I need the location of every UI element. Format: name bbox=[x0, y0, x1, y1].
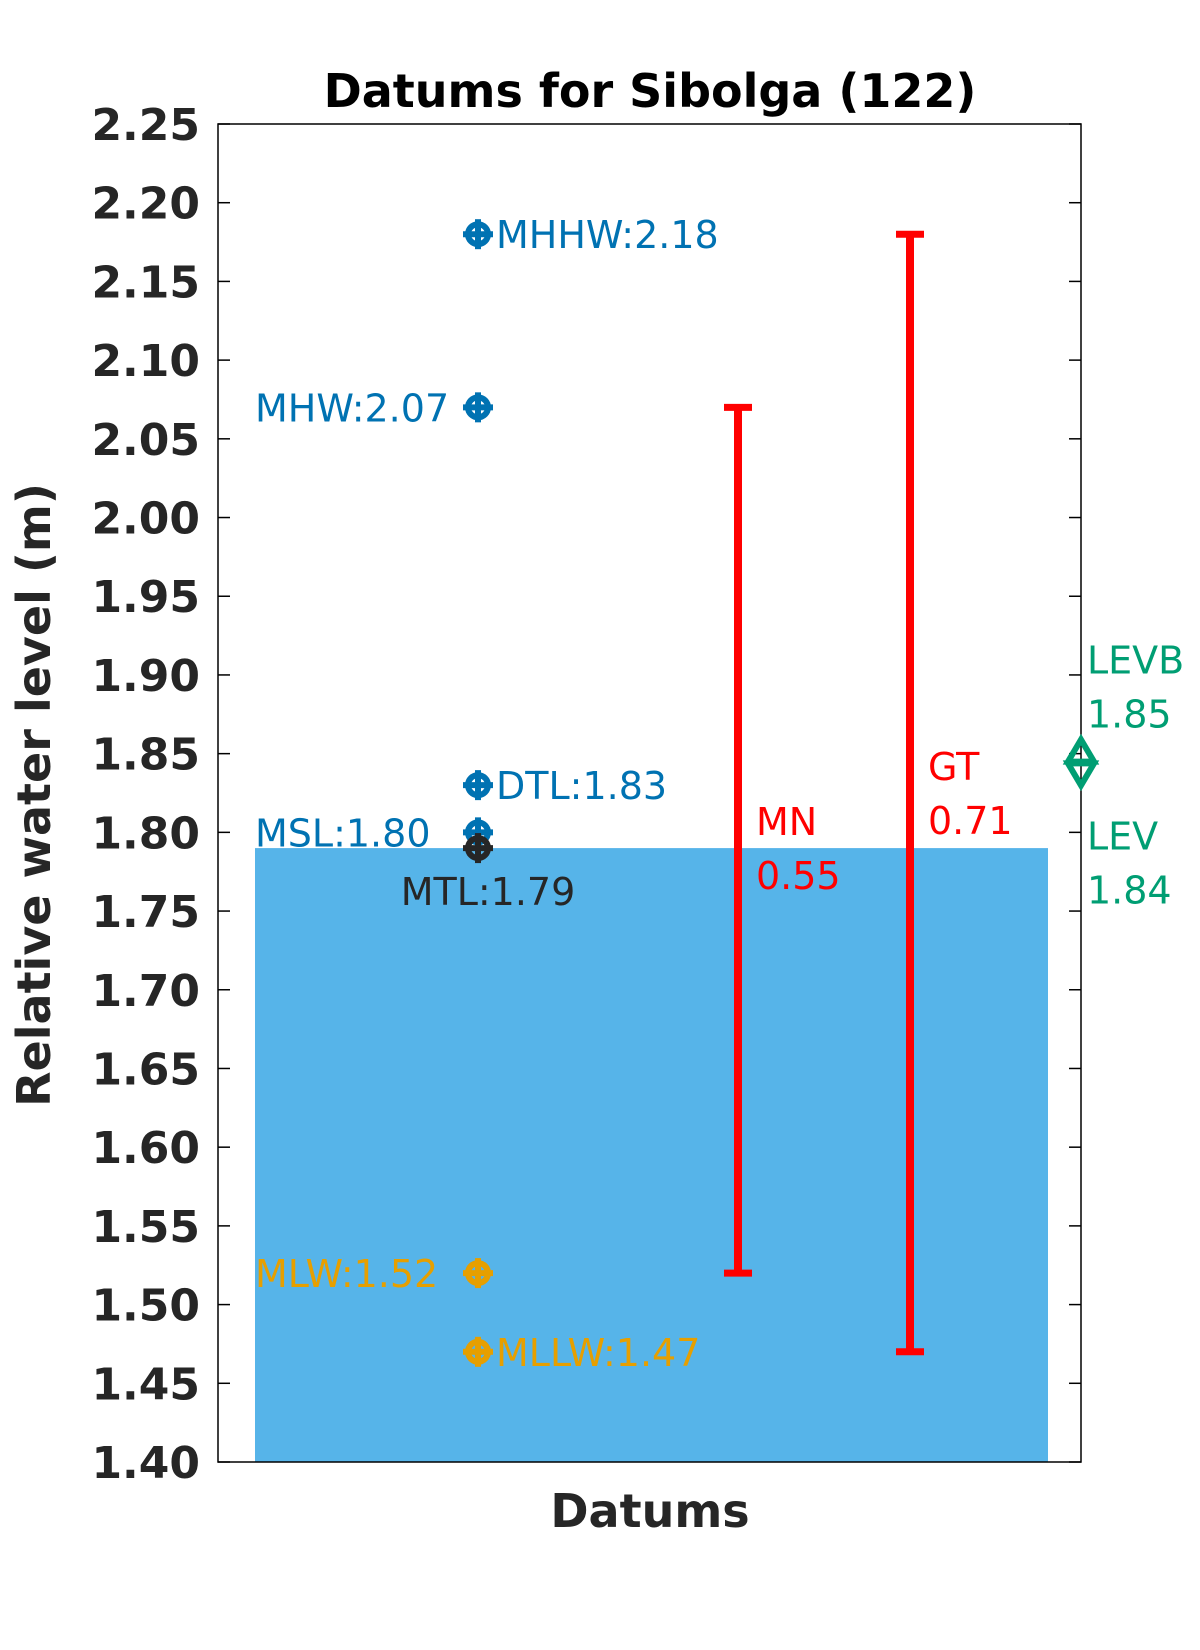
axes-box bbox=[217, 123, 1082, 1463]
y-tick-label-7: 1.75 bbox=[91, 887, 200, 938]
y-tick-label-10: 1.90 bbox=[91, 651, 200, 702]
x-axis-label: Datums bbox=[550, 1484, 749, 1538]
level-value-lev: 1.84 bbox=[1087, 868, 1172, 912]
y-tick-label-3: 1.55 bbox=[91, 1202, 200, 1253]
level-label-lev: LEV bbox=[1087, 814, 1158, 858]
mean-level-bar bbox=[255, 848, 1048, 1462]
y-tick-label-0: 1.40 bbox=[91, 1438, 200, 1489]
range-label-gt: GT bbox=[928, 745, 980, 789]
datum-label-mhw: MHW:2.07 bbox=[255, 386, 449, 430]
plot-area: 1.40 1.45 1.50 1.55 1.60 1.65 1.70 1.75 1.80 1.85… bbox=[91, 100, 1184, 1489]
y-tick-label-11: 1.95 bbox=[91, 572, 200, 623]
y-tick-label-15: 2.15 bbox=[91, 257, 200, 308]
y-tick-label-8: 1.80 bbox=[91, 808, 200, 859]
y-tick-label-6: 1.70 bbox=[91, 966, 200, 1017]
datum-label-mllw: MLLW:1.47 bbox=[496, 1331, 700, 1375]
level-marker-lev bbox=[1062, 760, 1100, 792]
range-value-mn: 0.55 bbox=[756, 854, 841, 898]
datum-label-mtl: MTL:1.79 bbox=[401, 870, 576, 914]
y-tick-label-14: 2.10 bbox=[91, 336, 200, 387]
datum-label-msl: MSL:1.80 bbox=[255, 811, 431, 855]
level-label-levb: LEVB bbox=[1087, 639, 1184, 683]
y-tick-label-4: 1.60 bbox=[91, 1123, 200, 1174]
y-tick-label-2: 1.50 bbox=[91, 1281, 200, 1332]
chart-title: Datums for Sibolga (122) bbox=[324, 64, 977, 118]
range-value-gt: 0.71 bbox=[928, 799, 1013, 843]
y-tick-label-1: 1.45 bbox=[91, 1359, 200, 1410]
range-label-mn: MN bbox=[756, 800, 817, 844]
datum-label-mlw: MLW:1.52 bbox=[255, 1252, 438, 1296]
y-tick-label-5: 1.65 bbox=[91, 1044, 200, 1095]
level-value-levb: 1.85 bbox=[1087, 693, 1172, 737]
y-tick-label-17: 2.25 bbox=[91, 100, 200, 151]
y-tick-label-16: 2.20 bbox=[91, 179, 200, 230]
y-tick-label-9: 1.85 bbox=[91, 730, 200, 781]
y-tick-label-13: 2.05 bbox=[91, 415, 200, 466]
datum-label-dtl: DTL:1.83 bbox=[496, 764, 667, 808]
datum-label-mhhw: MHHW:2.18 bbox=[496, 213, 719, 257]
y-axis-label: Relative water level (m) bbox=[7, 483, 61, 1107]
y-tick-label-12: 2.00 bbox=[91, 494, 200, 545]
